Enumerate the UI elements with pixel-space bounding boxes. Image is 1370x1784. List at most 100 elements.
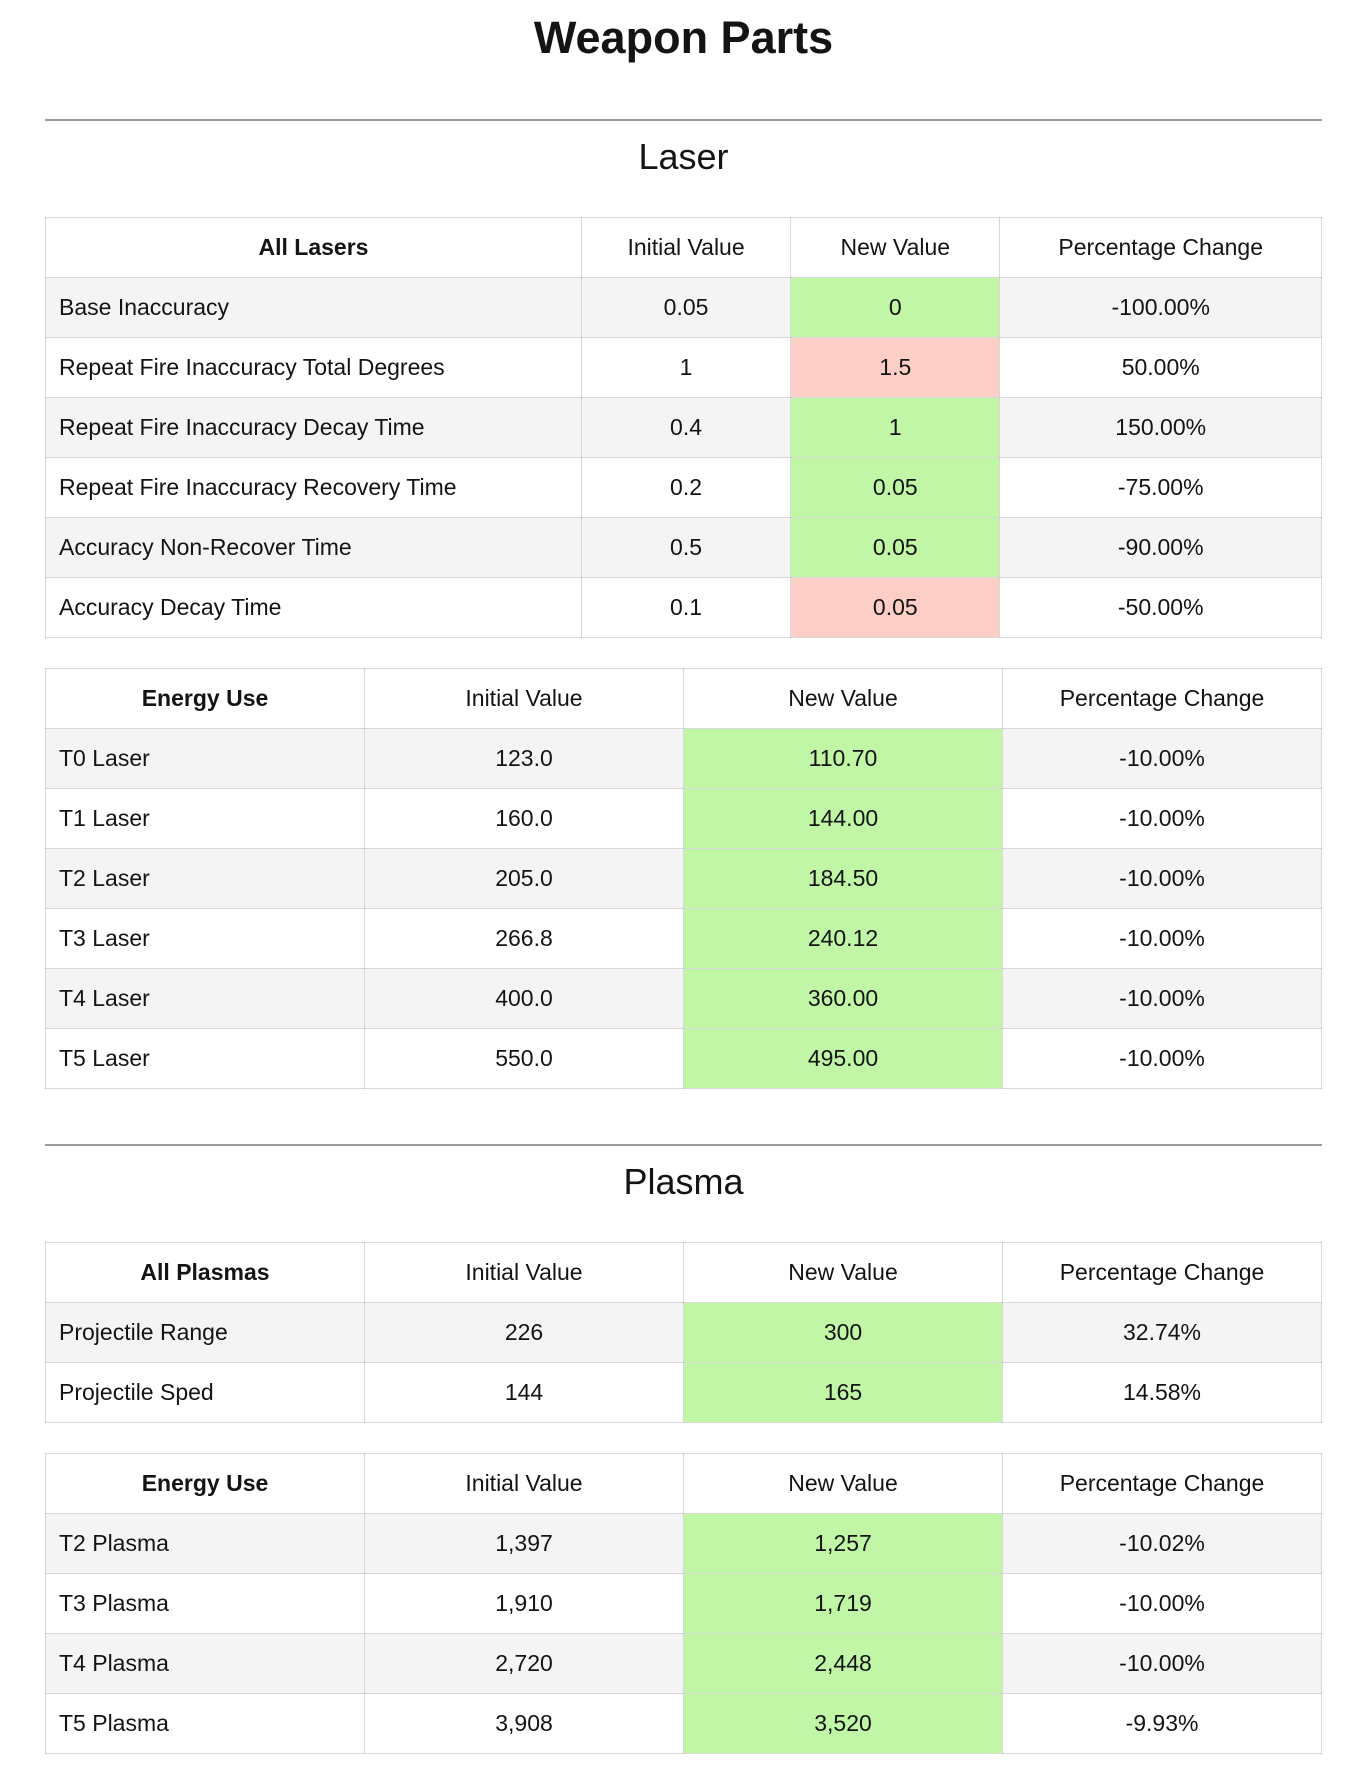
table-row: T5 Laser 550.0 495.00 -10.00% [45,1028,1322,1089]
initial-value-cell: 0.2 [580,457,792,518]
column-header-energy-use: Energy Use [45,1453,365,1514]
table-row: T0 Laser 123.0 110.70 -10.00% [45,728,1322,789]
table-row: Base Inaccuracy 0.05 0 -100.00% [45,277,1322,338]
percentage-change-cell: -10.00% [1002,788,1322,849]
header-row: All Lasers Initial Value New Value Percenta… [45,217,1322,278]
row-label: T5 Laser [45,1028,365,1089]
percentage-change-cell: -10.02% [1002,1513,1322,1574]
table-row: Projectile Sped 144 165 14.58% [45,1362,1322,1423]
all-plasmas-table: All Plasmas Initial Value New Value Percent… [45,1242,1322,1423]
column-header-percentage-change: Percentage Change [1002,1242,1322,1303]
table-row: Repeat Fire Inaccuracy Decay Time 0.4 1 150… [45,397,1322,458]
new-value-cell: 165 [683,1362,1003,1423]
percentage-change-cell: -90.00% [999,517,1322,578]
table-row: T1 Laser 160.0 144.00 -10.00% [45,788,1322,849]
column-header-percentage-change: Percentage Change [999,217,1322,278]
row-label: T2 Plasma [45,1513,365,1574]
initial-value-cell: 2,720 [364,1633,684,1694]
percentage-change-cell: -10.00% [1002,1573,1322,1634]
section-divider [45,1144,1322,1146]
percentage-change-cell: 32.74% [1002,1302,1322,1363]
row-label: T0 Laser [45,728,365,789]
section-heading-plasma: Plasma [623,1161,744,1202]
table-row: Repeat Fire Inaccuracy Total Degrees 1 1.5… [45,337,1322,398]
new-value-cell: 144.00 [683,788,1003,849]
table-row: Accuracy Non-Recover Time 0.5 0.05 -90.00% [45,517,1322,578]
column-header-percentage-change: Percentage Change [1002,668,1322,729]
all-lasers-table: All Lasers Initial Value New Value Percenta… [45,217,1322,638]
energy-use-table: Energy Use Initial Value New Value Percenta… [45,1453,1322,1754]
new-value-cell: 1,719 [683,1573,1003,1634]
new-value-cell: 3,520 [683,1693,1003,1754]
new-value-cell: 0.05 [790,457,1001,518]
table-row: T5 Plasma 3,908 3,520 -9.93% [45,1693,1322,1754]
row-label: T2 Laser [45,848,365,909]
row-label: T1 Laser [45,788,365,849]
percentage-change-cell: -10.00% [1002,908,1322,969]
percentage-change-cell: -10.00% [1002,968,1322,1029]
column-header-new-value: New Value [790,217,1001,278]
initial-value-cell: 0.05 [580,277,792,338]
energy-use-table: Energy Use Initial Value New Value Percenta… [45,668,1322,1089]
table-row: T2 Laser 205.0 184.50 -10.00% [45,848,1322,909]
new-value-cell: 300 [683,1302,1003,1363]
table-row: Accuracy Decay Time 0.1 0.05 -50.00% [45,577,1322,638]
initial-value-cell: 205.0 [364,848,684,909]
percentage-change-cell: -10.00% [1002,848,1322,909]
row-label: T3 Plasma [45,1573,365,1634]
initial-value-cell: 1 [580,337,792,398]
percentage-change-cell: -10.00% [1002,1633,1322,1694]
initial-value-cell: 550.0 [364,1028,684,1089]
percentage-change-cell: -10.00% [1002,728,1322,789]
column-header-all-plasmas: All Plasmas [45,1242,365,1303]
row-label: T3 Laser [45,908,365,969]
row-label: Accuracy Non-Recover Time [45,517,582,578]
new-value-cell: 240.12 [683,908,1003,969]
new-value-cell: 110.70 [683,728,1003,789]
new-value-cell: 1 [790,397,1001,458]
page-title: Weapon Parts [533,12,834,63]
new-value-cell: 1.5 [790,337,1001,398]
header-row: Energy Use Initial Value New Value Percenta… [45,1453,1322,1514]
column-header-initial-value: Initial Value [364,1453,684,1514]
column-header-new-value: New Value [683,1453,1003,1514]
row-label: Accuracy Decay Time [45,577,582,638]
new-value-cell: 0.05 [790,577,1001,638]
sections-container: Laser All Lasers Initial Value New Value Per… [45,119,1322,1754]
initial-value-cell: 400.0 [364,968,684,1029]
percentage-change-cell: -50.00% [999,577,1322,638]
row-label: Projectile Sped [45,1362,365,1423]
percentage-change-cell: 50.00% [999,337,1322,398]
row-label: T5 Plasma [45,1693,365,1754]
initial-value-cell: 123.0 [364,728,684,789]
new-value-cell: 495.00 [683,1028,1003,1089]
percentage-change-cell: -9.93% [1002,1693,1322,1754]
column-header-initial-value: Initial Value [580,217,792,278]
row-label: T4 Plasma [45,1633,365,1694]
column-header-new-value: New Value [683,1242,1003,1303]
percentage-change-cell: -75.00% [999,457,1322,518]
percentage-change-cell: 14.58% [1002,1362,1322,1423]
column-header-percentage-change: Percentage Change [1002,1453,1322,1514]
header-row: All Plasmas Initial Value New Value Percent… [45,1242,1322,1303]
initial-value-cell: 226 [364,1302,684,1363]
table-row: Projectile Range 226 300 32.74% [45,1302,1322,1363]
initial-value-cell: 144 [364,1362,684,1423]
new-value-cell: 0 [790,277,1001,338]
initial-value-cell: 3,908 [364,1693,684,1754]
column-header-new-value: New Value [683,668,1003,729]
table-row: T3 Plasma 1,910 1,719 -10.00% [45,1573,1322,1634]
percentage-change-cell: -100.00% [999,277,1322,338]
column-header-initial-value: Initial Value [364,668,684,729]
row-label: Repeat Fire Inaccuracy Decay Time [45,397,582,458]
table-row: Repeat Fire Inaccuracy Recovery Time 0.2 0… [45,457,1322,518]
initial-value-cell: 0.4 [580,397,792,458]
percentage-change-cell: -10.00% [1002,1028,1322,1089]
row-label: T4 Laser [45,968,365,1029]
table-row: T2 Plasma 1,397 1,257 -10.02% [45,1513,1322,1574]
new-value-cell: 0.05 [790,517,1001,578]
section-heading-laser: Laser [638,136,729,177]
new-value-cell: 2,448 [683,1633,1003,1694]
initial-value-cell: 1,397 [364,1513,684,1574]
row-label: Repeat Fire Inaccuracy Total Degrees [45,337,582,398]
